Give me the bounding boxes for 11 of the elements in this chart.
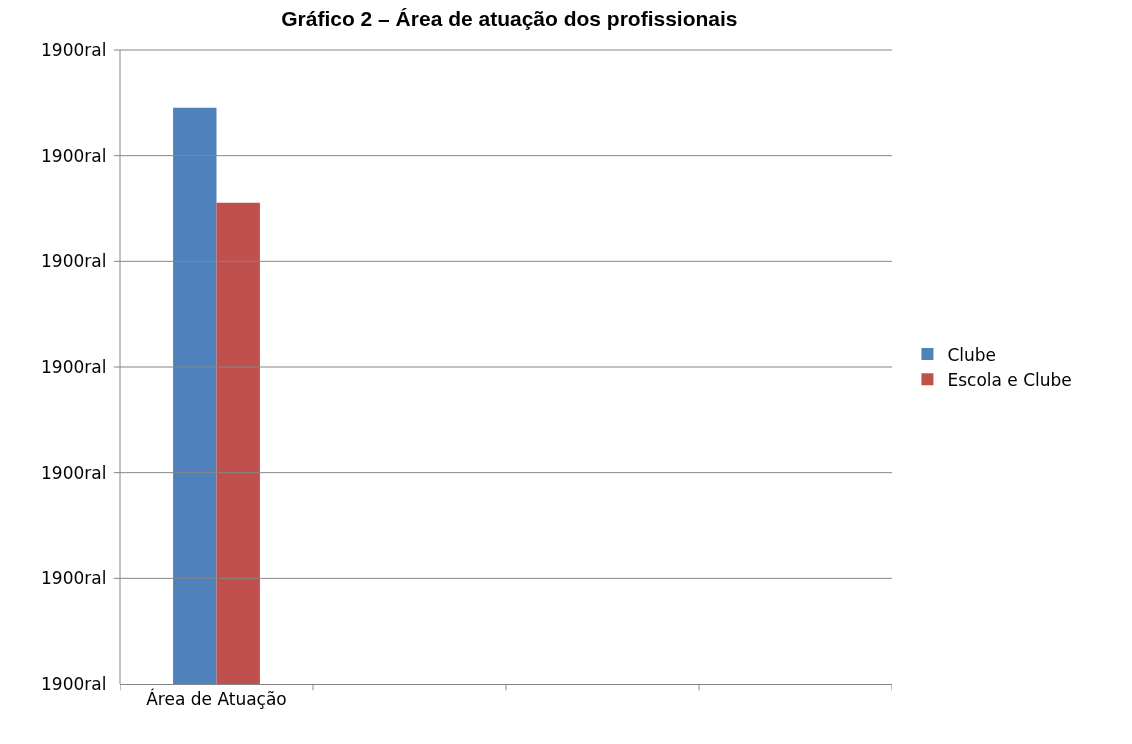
text: Gráfico 2 – Área de atuação dos profissionais [281,6,738,30]
text: 1900ral [41,463,107,483]
x-tick-label: Área de Atuação [146,688,287,710]
text: 1900ral [41,674,107,694]
text: 1900ral [41,146,107,166]
text: 1900ral [41,40,107,60]
legend-label: Clube [947,344,997,365]
text: 1900ral [41,568,107,588]
text: 1900ral [41,251,107,271]
legend-label: Escola e Clube [947,369,1072,390]
text: 1900ral [41,357,107,377]
